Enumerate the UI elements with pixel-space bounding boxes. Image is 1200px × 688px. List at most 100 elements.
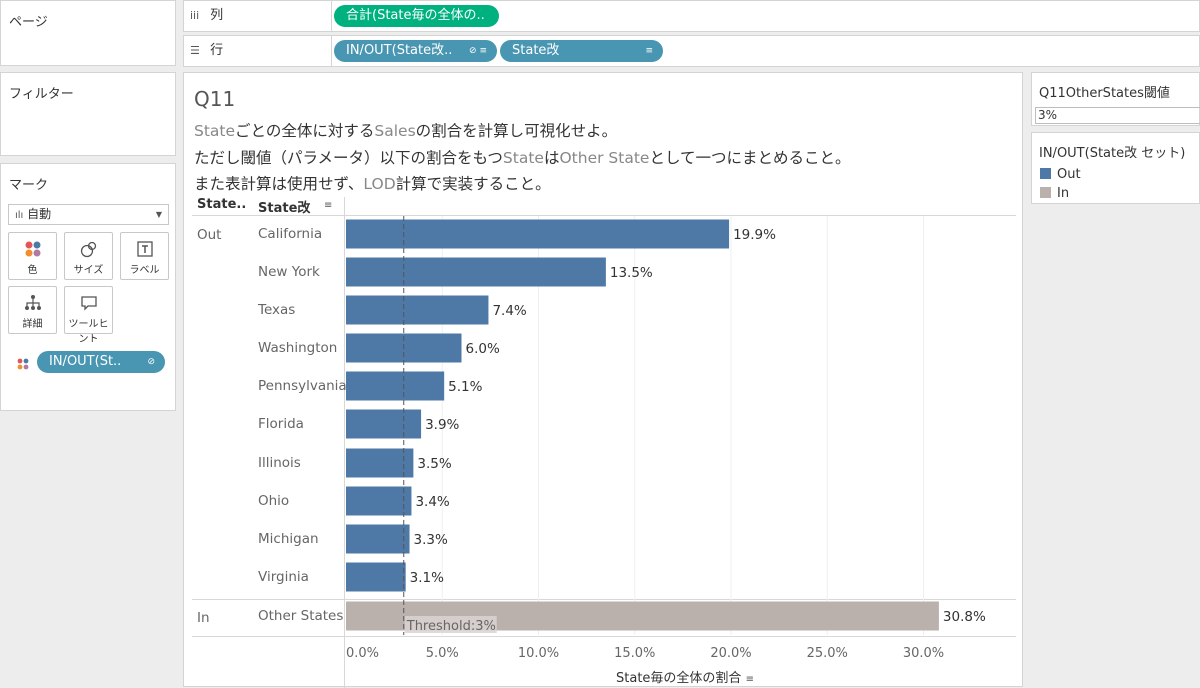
state-row-label[interactable]: Florida bbox=[258, 416, 304, 432]
bar-ohio bbox=[346, 486, 412, 516]
state-row-label[interactable]: New York bbox=[258, 264, 320, 280]
rows-pill-inout-label: IN/OUT(State改.. bbox=[346, 43, 453, 58]
desc-text: の割合を計算し可視化せよ。 bbox=[415, 122, 618, 140]
size-icon bbox=[65, 235, 112, 261]
header-divider bbox=[192, 215, 1016, 216]
x-tick-label: 10.0% bbox=[518, 646, 559, 661]
legend-item-out[interactable]: Out bbox=[1040, 167, 1081, 182]
columns-pill[interactable]: 合計(State毎の全体の.. bbox=[334, 5, 499, 27]
header-sort-icon[interactable]: ≡ bbox=[324, 200, 333, 211]
data-label: 7.4% bbox=[492, 303, 526, 319]
rows-icon: ☰ bbox=[190, 44, 200, 57]
desc-text: 計算で実装すること。 bbox=[395, 175, 551, 193]
color-legend: IN/OUT(State改 セット) Out In bbox=[1031, 132, 1200, 204]
data-label: 3.9% bbox=[425, 417, 459, 433]
columns-icon: iii bbox=[190, 9, 200, 22]
pages-panel[interactable]: ページ bbox=[0, 0, 176, 66]
state-row-label[interactable]: Michigan bbox=[258, 531, 319, 547]
desc-text: State bbox=[194, 122, 236, 140]
chevron-down-icon: ▼ bbox=[155, 210, 162, 219]
detail-button-label: 詳細 bbox=[22, 319, 43, 330]
marks-title: マーク bbox=[9, 178, 49, 193]
rows-pill-inout[interactable]: IN/OUT(State改.. ⊘ ≡ bbox=[334, 40, 497, 62]
mark-type-dropdown[interactable]: ılı 自動 ▼ bbox=[8, 204, 169, 225]
rows-pill-state[interactable]: State改 ≡ bbox=[500, 40, 663, 62]
parameter-value: 3% bbox=[1038, 108, 1058, 122]
color-button[interactable]: 色 bbox=[8, 232, 57, 280]
column-header-inout[interactable]: State.. bbox=[197, 197, 247, 212]
columns-pill-label: 合計(State毎の全体の.. bbox=[346, 8, 485, 23]
column-header-state[interactable]: State改 bbox=[258, 201, 311, 216]
data-label: 3.4% bbox=[415, 494, 449, 510]
columns-shelf-label: iii 列 bbox=[184, 1, 332, 31]
parameter-card: Q11OtherStates閾値 3% bbox=[1031, 72, 1200, 126]
desc-text: LOD bbox=[363, 175, 396, 193]
color-button-label: 色 bbox=[27, 265, 38, 276]
state-row-label[interactable]: Illinois bbox=[258, 455, 301, 471]
state-row-label[interactable]: California bbox=[258, 226, 323, 242]
desc-text: Other State bbox=[559, 149, 650, 167]
data-label: 19.9% bbox=[733, 227, 776, 243]
bar-michigan bbox=[346, 524, 410, 554]
state-row-label[interactable]: Washington bbox=[258, 340, 338, 356]
bar-chart: 19.9% 13.5% 7.4% 6.0% 5.1% 3.9% 3.5% 3.4% 3.3% 3.… bbox=[346, 216, 986, 661]
desc-text: は bbox=[543, 149, 560, 167]
desc-text: また表計算は使用せず、 bbox=[194, 175, 364, 193]
bar-chart-icon: ılı bbox=[15, 210, 24, 221]
columns-shelf[interactable]: iii 列 合計(State毎の全体の.. bbox=[183, 0, 1200, 32]
sort-icon: ≡ bbox=[645, 46, 653, 56]
desc-text: ごとの全体に対する bbox=[235, 122, 375, 140]
description-line-3: また表計算は使用せず、LOD計算で実装すること。 bbox=[194, 172, 551, 194]
label-button[interactable]: ラベル bbox=[120, 232, 169, 280]
pages-title: ページ bbox=[9, 15, 48, 30]
state-row-label[interactable]: Texas bbox=[258, 302, 296, 318]
data-label: 3.1% bbox=[410, 570, 444, 586]
legend-item-in[interactable]: In bbox=[1040, 186, 1069, 201]
x-axis-title-text: State毎の全体の割合 bbox=[616, 671, 742, 686]
legend-label-in: In bbox=[1057, 186, 1070, 201]
parameter-title: Q11OtherStates閾値 bbox=[1039, 86, 1170, 101]
x-tick-label: 20.0% bbox=[710, 646, 751, 661]
size-button[interactable]: サイズ bbox=[64, 232, 113, 280]
mark-type-value: 自動 bbox=[27, 207, 52, 221]
group-label-in[interactable]: In bbox=[197, 610, 210, 626]
filters-panel[interactable]: フィルター bbox=[0, 72, 176, 156]
rows-pill-state-label: State改 bbox=[512, 43, 560, 58]
rows-label-text: 行 bbox=[210, 43, 224, 58]
bar-illinois bbox=[346, 448, 414, 478]
x-tick-label: 25.0% bbox=[807, 646, 848, 661]
bar-virginia bbox=[346, 562, 406, 592]
color-dots-icon bbox=[17, 355, 29, 374]
legend-title: IN/OUT(State改 セット) bbox=[1039, 146, 1186, 161]
bar-texas bbox=[346, 295, 489, 325]
bar-pennsylvania bbox=[346, 371, 445, 401]
description-line-2: ただし閾値（パラメータ）以下の割合をもつStateはOther Stateとして… bbox=[194, 146, 850, 168]
pane-divider bbox=[344, 197, 345, 688]
group-label-out[interactable]: Out bbox=[197, 227, 222, 243]
tooltip-button[interactable]: ツールヒント bbox=[64, 286, 113, 345]
color-icon bbox=[9, 235, 56, 261]
detail-icon bbox=[9, 289, 56, 315]
axis-sort-icon[interactable]: ≡ bbox=[745, 674, 754, 685]
columns-label-text: 列 bbox=[210, 8, 224, 23]
state-row-label[interactable]: Virginia bbox=[258, 569, 309, 585]
state-row-label[interactable]: Ohio bbox=[258, 493, 290, 509]
data-label: 6.0% bbox=[466, 341, 500, 357]
legend-label-out: Out bbox=[1057, 167, 1081, 182]
desc-text: ただし閾値（パラメータ）以下の割合をもつ bbox=[194, 149, 503, 167]
desc-text: Sales bbox=[374, 122, 416, 140]
threshold-label: Threshold:3% bbox=[406, 619, 496, 634]
set-sort-icon: ⊘ ≡ bbox=[469, 46, 487, 56]
desc-text: State bbox=[502, 149, 544, 167]
state-row-label[interactable]: Pennsylvania bbox=[258, 378, 347, 394]
x-axis-title: State毎の全体の割合 ≡ bbox=[616, 667, 754, 686]
filters-title: フィルター bbox=[9, 87, 74, 102]
legend-swatch-out bbox=[1040, 168, 1051, 179]
detail-button[interactable]: 詳細 bbox=[8, 286, 57, 334]
rows-shelf[interactable]: ☰ 行 IN/OUT(State改.. ⊘ ≡ State改 ≡ bbox=[183, 35, 1200, 67]
color-field-pill[interactable]: IN/OUT(St.. ⊘ bbox=[37, 351, 165, 373]
set-icon: ⊘ bbox=[147, 357, 155, 367]
parameter-input[interactable]: 3% bbox=[1035, 107, 1200, 124]
group-divider bbox=[192, 599, 1016, 600]
state-row-label[interactable]: Other States bbox=[258, 608, 344, 624]
